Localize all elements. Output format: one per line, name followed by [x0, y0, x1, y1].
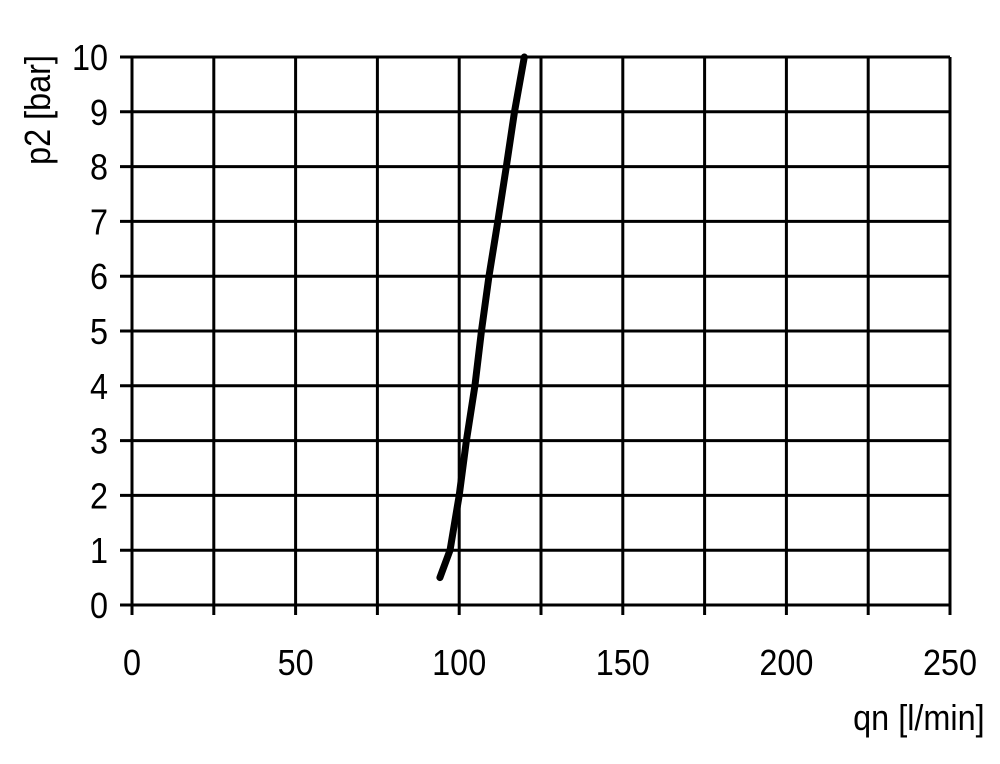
x-tick-label: 50 [278, 643, 314, 683]
y-axis-label: p2 [bar] [18, 55, 58, 165]
y-tick-label: 6 [90, 258, 108, 298]
series-line [436, 53, 528, 582]
x-tick-label: 200 [759, 643, 813, 683]
series [436, 53, 528, 582]
x-axis-label: qn [l/min] [853, 698, 984, 738]
y-tick-label: 0 [90, 586, 108, 626]
x-tick-label: 250 [923, 643, 977, 683]
grid [120, 55, 952, 615]
y-tick-label: 8 [90, 148, 108, 188]
y-tick-label: 3 [90, 422, 108, 462]
y-tick-label: 9 [90, 93, 108, 133]
y-tick-label: 4 [90, 367, 108, 407]
y-tick-label: 2 [90, 477, 108, 517]
y-tick-label: 7 [90, 203, 108, 243]
x-tick-label: 0 [123, 643, 141, 683]
y-tick-label: 1 [90, 532, 108, 572]
y-tick-label: 5 [90, 312, 108, 352]
x-tick-label: 100 [432, 643, 486, 683]
y-tick-label: 10 [72, 38, 108, 78]
x-tick-label: 150 [596, 643, 650, 683]
